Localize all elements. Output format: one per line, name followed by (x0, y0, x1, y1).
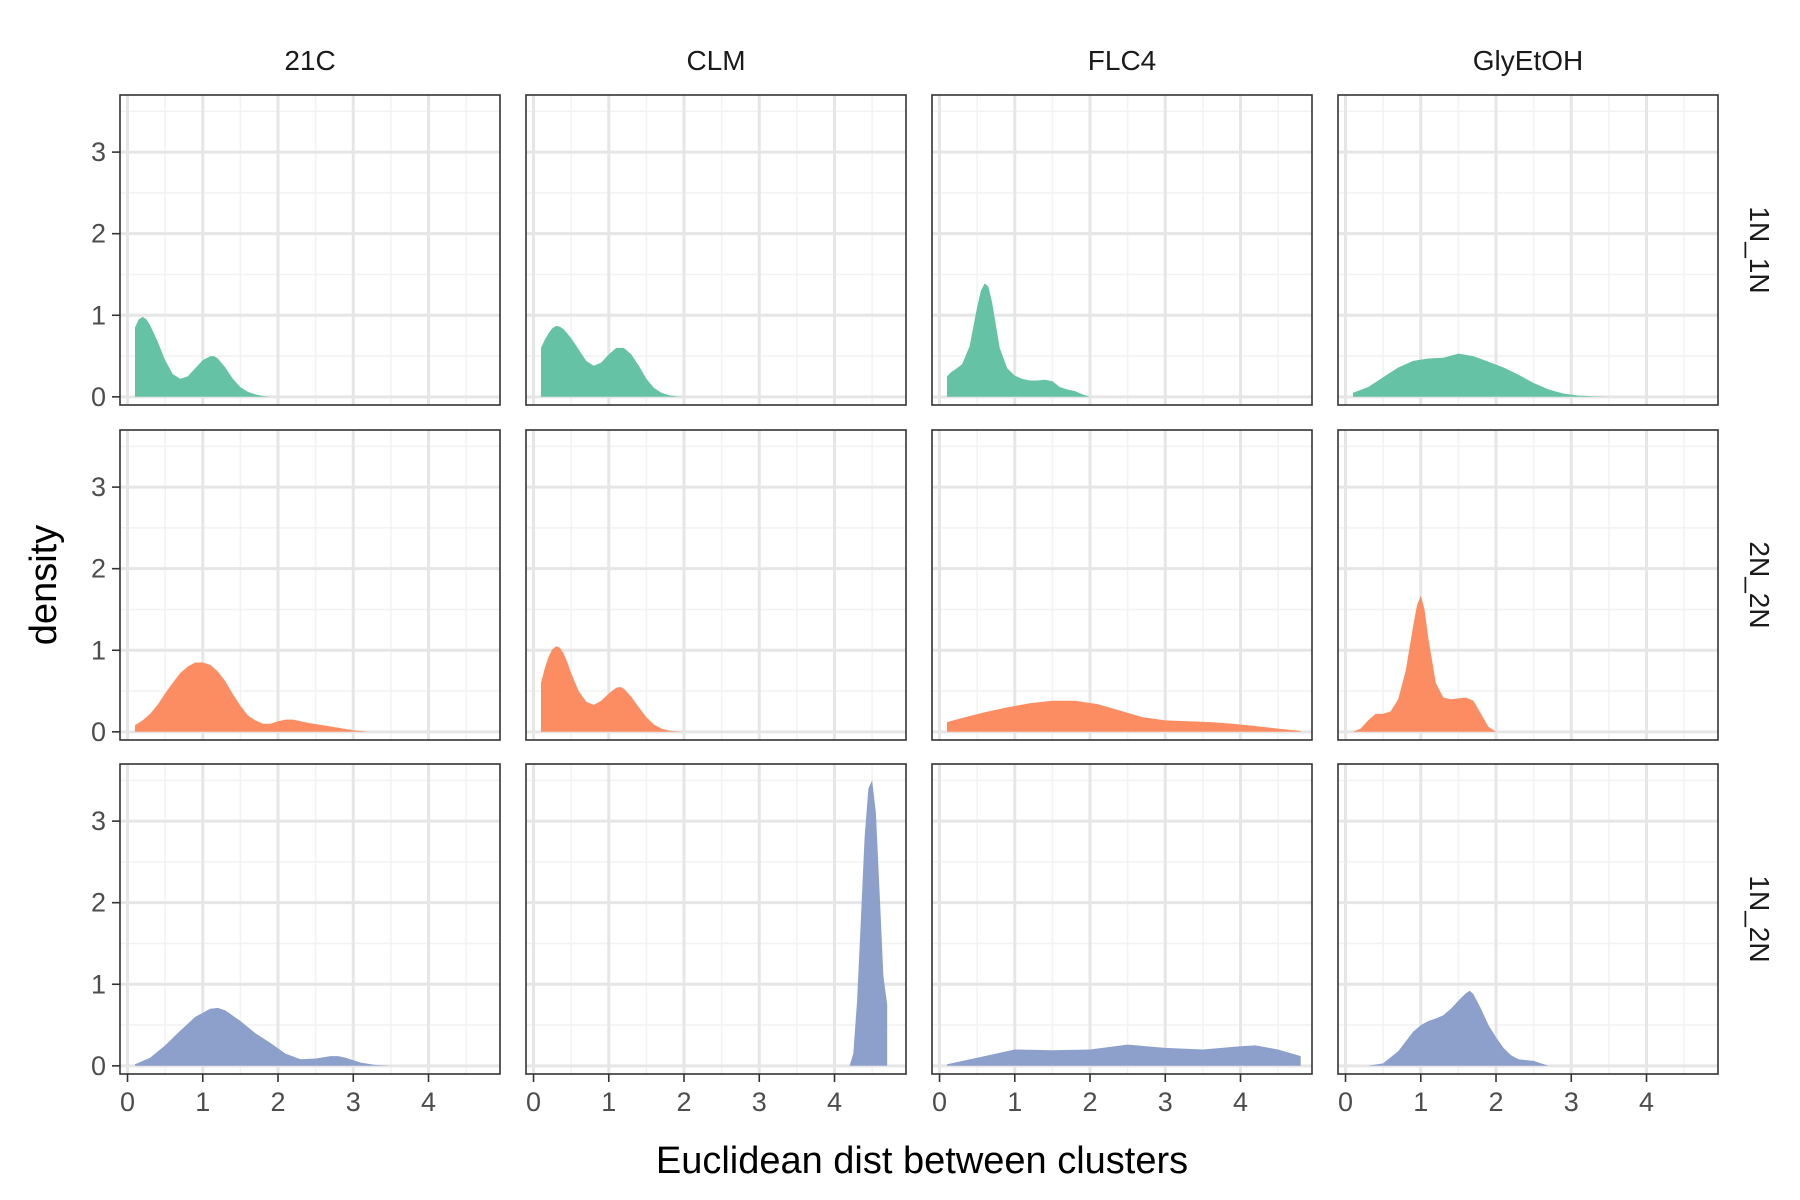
x-tick-label: 2 (1489, 1087, 1504, 1117)
density-area-1N_1N-GlyEtOH (1353, 353, 1624, 397)
y-tick-label: 0 (91, 1051, 106, 1081)
y-axis-title: density (23, 525, 65, 645)
x-tick-label: 4 (827, 1087, 842, 1117)
panel-border (119, 763, 501, 1075)
panel-border (119, 94, 501, 406)
panel-1N_1N-CLM: CLM (525, 45, 907, 406)
panel-1N_1N-GlyEtOH: GlyEtOH 1N_1N (1337, 45, 1775, 406)
panel-1N_2N-CLM: 0 1 2 3 4 (525, 763, 907, 1117)
density-area-2N_2N-21C (135, 662, 369, 732)
y-tick-label: 0 (91, 382, 106, 412)
panel-1N_1N-21C: 0 1 2 3 21C (91, 45, 501, 412)
x-tick-label: 2 (1083, 1087, 1098, 1117)
y-tick-label: 0 (91, 717, 106, 747)
panel-2N_2N-21C: 0 1 2 3 (91, 429, 501, 747)
density-area-1N_2N-21C (135, 1007, 391, 1066)
panel-1N_2N-GlyEtOH: 0 1 2 3 4 1N_2N (1337, 763, 1775, 1117)
x-axis-title: Euclidean dist between clusters (656, 1140, 1188, 1182)
density-area-1N_1N-CLM (541, 325, 684, 397)
panel-1N_2N-FLC4: 0 1 2 3 4 (931, 763, 1313, 1117)
x-tick-label: 4 (1233, 1087, 1248, 1117)
panel-border (525, 429, 907, 741)
x-tick-label: 1 (1007, 1087, 1022, 1117)
y-tick-label: 3 (91, 472, 106, 502)
facet-row-label: 2N_2N (1744, 541, 1775, 628)
panel-2N_2N-CLM (525, 429, 907, 741)
y-tick-label: 3 (91, 806, 106, 836)
density-area-1N_2N-FLC4 (947, 1044, 1301, 1066)
panel-border (931, 429, 1313, 741)
panel-1N_2N-21C: 0 1 2 3 0 1 2 3 4 (91, 763, 501, 1117)
panel-border (1337, 429, 1719, 741)
x-tick-label: 3 (346, 1087, 361, 1117)
y-tick-label: 2 (91, 888, 106, 918)
y-tick-label: 1 (91, 300, 106, 330)
x-tick-label: 3 (1564, 1087, 1579, 1117)
x-tick-label: 3 (752, 1087, 767, 1117)
panel-border (525, 94, 907, 406)
x-tick-label: 2 (271, 1087, 286, 1117)
y-tick-label: 2 (91, 554, 106, 584)
panel-border (1337, 94, 1719, 406)
x-tick-label: 3 (1158, 1087, 1173, 1117)
facet-column-label: FLC4 (1088, 45, 1156, 76)
panel-border (525, 763, 907, 1075)
x-tick-label: 0 (526, 1087, 541, 1117)
panel-border (119, 429, 501, 741)
panel-2N_2N-GlyEtOH: 2N_2N (1337, 429, 1775, 741)
y-tick-label: 1 (91, 969, 106, 999)
density-area-2N_2N-FLC4 (947, 700, 1301, 732)
x-tick-label: 4 (1639, 1087, 1654, 1117)
facet-column-label: 21C (284, 45, 335, 76)
x-tick-label: 1 (1413, 1087, 1428, 1117)
panel-border (931, 763, 1313, 1075)
y-tick-label: 3 (91, 137, 106, 167)
density-area-1N_2N-GlyEtOH (1368, 990, 1549, 1066)
x-tick-label: 0 (932, 1087, 947, 1117)
density-area-2N_2N-GlyEtOH (1353, 595, 1496, 732)
y-tick-label: 1 (91, 635, 106, 665)
y-tick-label: 2 (91, 219, 106, 249)
panel-2N_2N-FLC4 (931, 429, 1313, 741)
x-tick-label: 1 (195, 1087, 210, 1117)
panel-border (931, 94, 1313, 406)
panel-border (1337, 763, 1719, 1075)
facet-row-label: 1N_2N (1744, 875, 1775, 962)
x-tick-label: 4 (421, 1087, 436, 1117)
facet-column-label: CLM (686, 45, 745, 76)
x-tick-label: 2 (677, 1087, 692, 1117)
density-area-1N_2N-CLM (849, 780, 888, 1066)
density-area-1N_1N-21C (135, 316, 278, 397)
x-tick-label: 0 (120, 1087, 135, 1117)
density-area-2N_2N-CLM (541, 646, 684, 732)
density-area-1N_1N-FLC4 (947, 283, 1090, 397)
x-tick-label: 1 (601, 1087, 616, 1117)
panel-1N_1N-FLC4: FLC4 (931, 45, 1313, 406)
facet-row-label: 1N_1N (1744, 206, 1775, 293)
facet-column-label: GlyEtOH (1473, 45, 1583, 76)
x-tick-label: 0 (1338, 1087, 1353, 1117)
